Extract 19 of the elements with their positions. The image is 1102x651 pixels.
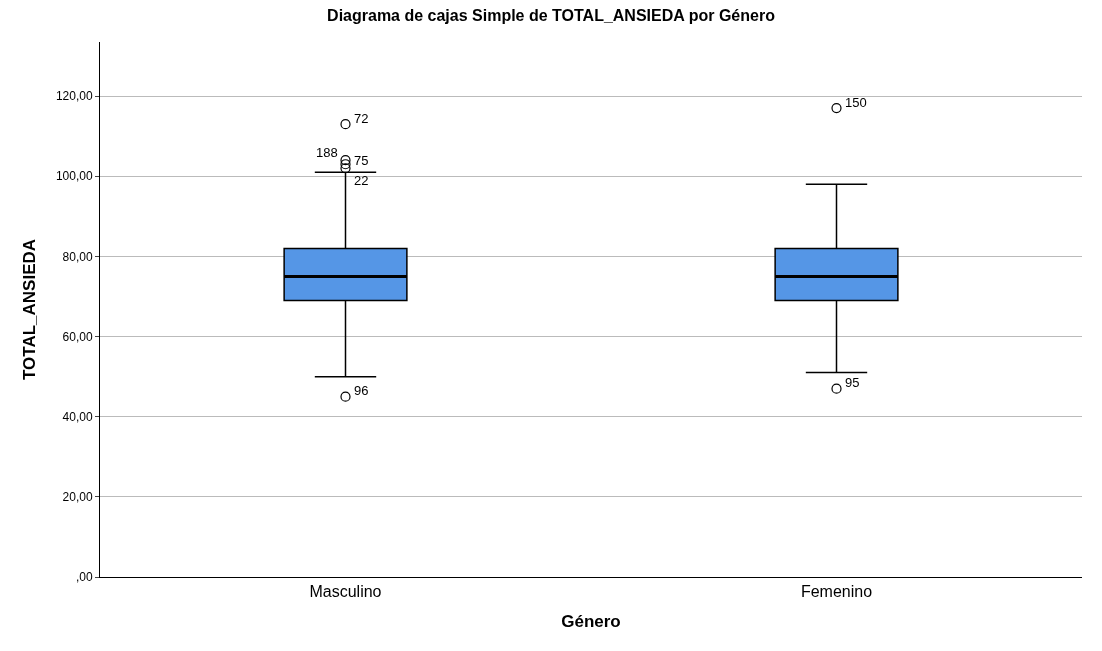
y-axis-title: TOTAL_ANSIEDA (20, 238, 40, 381)
y-tick-label: 20,00 (62, 490, 93, 505)
annotation: 95 (845, 375, 860, 390)
x-axis-title: Género (561, 611, 621, 631)
annotation: 22 (354, 173, 369, 188)
annotation: 96 (354, 383, 369, 398)
y-tick-label: 100,00 (55, 169, 93, 184)
y-tick-label: 60,00 (62, 329, 93, 344)
y-tick-label: 40,00 (62, 409, 93, 424)
annotation: 188 (316, 145, 338, 160)
annotation: 75 (354, 153, 369, 168)
x-tick-label: Femenino (800, 583, 873, 601)
chart-title: Diagrama de cajas Simple de TOTAL_ANSIEDA por Género (327, 6, 776, 24)
y-tick-label: 120,00 (55, 89, 93, 104)
annotation: 72 (354, 111, 369, 126)
y-tick-label: ,00 (75, 570, 93, 585)
annotation: 150 (845, 95, 867, 110)
x-tick-label: Masculino (309, 583, 382, 601)
y-tick-label: 80,00 (62, 249, 93, 264)
